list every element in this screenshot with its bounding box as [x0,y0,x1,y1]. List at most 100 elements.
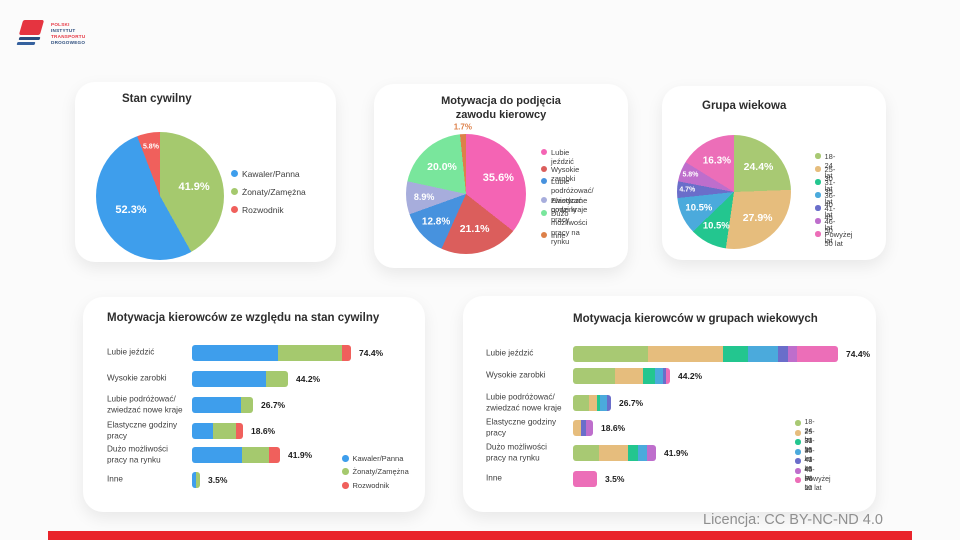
bar-segment [748,346,778,362]
bar-category-label: Lubie jeździć [107,347,155,357]
bar-value-label: 41.9% [288,450,313,460]
logo-text: POLSKI INSTYTUT TRANSPORTU DROGOWEGO [51,20,85,46]
legend-label: 41-45 lat [804,457,815,482]
bar-segment [600,395,607,411]
bar-segment [242,447,269,463]
legend-label: 46-50 lat [824,217,836,245]
bar-track [192,447,280,463]
legend-item: 41-45 lat [795,457,815,483]
bar-category-label: Elastyczne godziny pracy [486,417,557,437]
license-text: Licencja: CC BY-NC-ND 4.0 [703,512,883,528]
chart-title-age: Grupa wiekowa [702,100,787,112]
bar-segment [628,445,638,461]
bar-segment [573,368,615,384]
legend-item: 46-50 lat [815,217,835,245]
bar-segment [342,345,351,361]
legend-label: Wysokie zarobki [551,165,580,184]
pie-percentage-label: 12.8% [421,216,451,228]
bar-segment [589,395,597,411]
logo-flag-shape [18,20,45,35]
legend-item: 25-30 lat [815,165,835,193]
legend-dot-icon [541,166,547,172]
pie-percentage-label: 35.6% [482,172,514,185]
logo-line: TRANSPORTU [51,33,86,39]
bar-category-label: Dużo możliwości pracy na rynku [107,444,168,464]
chart-title-marital: Stan cywilny [122,93,192,105]
legend-label: Żonaty/Zamężna [352,467,409,476]
pie-percentage-label: 10.5% [685,202,713,214]
legend-dot-icon [815,153,821,159]
legend-dot-icon [815,231,821,237]
legend-item: 18-24 lat [815,152,835,180]
legend-dot-icon [541,197,547,203]
legend-label: Kawaler/Panna [242,169,300,179]
motivation-pie-chart: 35.6% 21.1% 12.8% 8.9% 20.0% 1.7% [406,122,526,254]
bar-track [573,471,597,487]
pitd-logo-icon [16,20,46,47]
pie-percentage-label: 41.9% [178,181,210,194]
bar-track [192,397,253,413]
bar-segment [599,445,628,461]
legend-item: Rozwodnik [342,481,389,490]
legend-item: Lubie jeździć [541,148,574,167]
legend-label: 18-24 lat [804,419,815,444]
legend-item: Powyżej 50 lat [815,230,852,249]
bar-segment [778,346,788,362]
bar-segment [666,368,670,384]
bar-category-label: Lubie podróżować/ zwiedzać nowe kraje [107,394,183,414]
bar-category-label: Dużo możliwości pracy na rynku [486,442,547,462]
bar-track [573,445,656,461]
legend-dot-icon [815,179,821,185]
legend-label: Rozwodnik [352,481,390,490]
bar-segment [586,420,593,436]
legend-item: Kawaler/Panna [342,454,403,463]
legend-label: 18-24 lat [824,152,836,180]
bar-segment [192,345,278,361]
age-bar-chart: Lubie jeździć 74.4% Wysokie zarobki 44.2% Lu… [463,296,876,512]
bar-value-label: 41.9% [664,448,689,458]
bar-track [573,420,593,436]
pie-percentage-label: 4.7% [679,186,696,194]
legend-dot-icon [541,149,547,155]
bar-value-label: 18.6% [251,426,276,436]
bar-segment [723,346,748,362]
legend-label: Lubie podróżować/ zwiedzać nowe kraje [551,177,594,215]
legend-item: 36-40 lat [815,191,835,219]
legend-label: 36-40 lat [824,191,836,219]
bar-segment [615,368,643,384]
pie-percentage-label: 16.3% [702,155,732,167]
legend-item: 46-50 lat [795,467,815,493]
bar-segment [573,420,581,436]
bar-segment [581,420,586,436]
bar-segment [213,423,236,439]
bar-track [192,345,351,361]
bar-value-label: 3.5% [605,474,625,484]
pie-percentage-label: 8.9% [413,191,435,202]
pie-percentage-label: 5.8% [682,171,699,179]
legend-item: 31-35 lat [795,438,815,464]
bar-segment [647,445,656,461]
motivation-by-age-card: Motywacja kierowców w grupach wiekowych … [463,296,876,512]
bar-category-label: Elastyczne godziny pracy [107,420,178,440]
legend-label: Elastyczne godziny pracy [551,196,588,224]
bar-value-label: 3.5% [208,475,228,485]
legend-item: Wysokie zarobki [541,165,579,184]
bar-segment [788,346,797,362]
pie-percentage-label: 1.7% [453,122,472,132]
motivation-pie-card: Motywacja do podjęcia zawodu kierowcy 35… [374,84,628,268]
logo: POLSKI INSTYTUT TRANSPORTU DROGOWEGO [16,20,85,47]
legend-dot-icon [795,477,801,483]
bar-segment [607,395,611,411]
bar-segment [192,423,213,439]
bar-value-label: 74.4% [359,348,384,358]
bar-track [192,423,243,439]
bar-value-label: 44.2% [296,374,321,384]
bar-segment [597,395,600,411]
pie-percentage-label: 24.4% [743,160,774,173]
logo-line: DROGOWEGO [51,39,86,45]
legend-dot-icon [541,178,547,184]
chart-title-bars-age: Motywacja kierowców w grupach wiekowych [573,313,818,325]
legend-dot-icon [795,430,801,436]
legend-item: Żonaty/Zamężna [342,467,409,476]
legend-label: Rozwodnik [242,205,284,215]
